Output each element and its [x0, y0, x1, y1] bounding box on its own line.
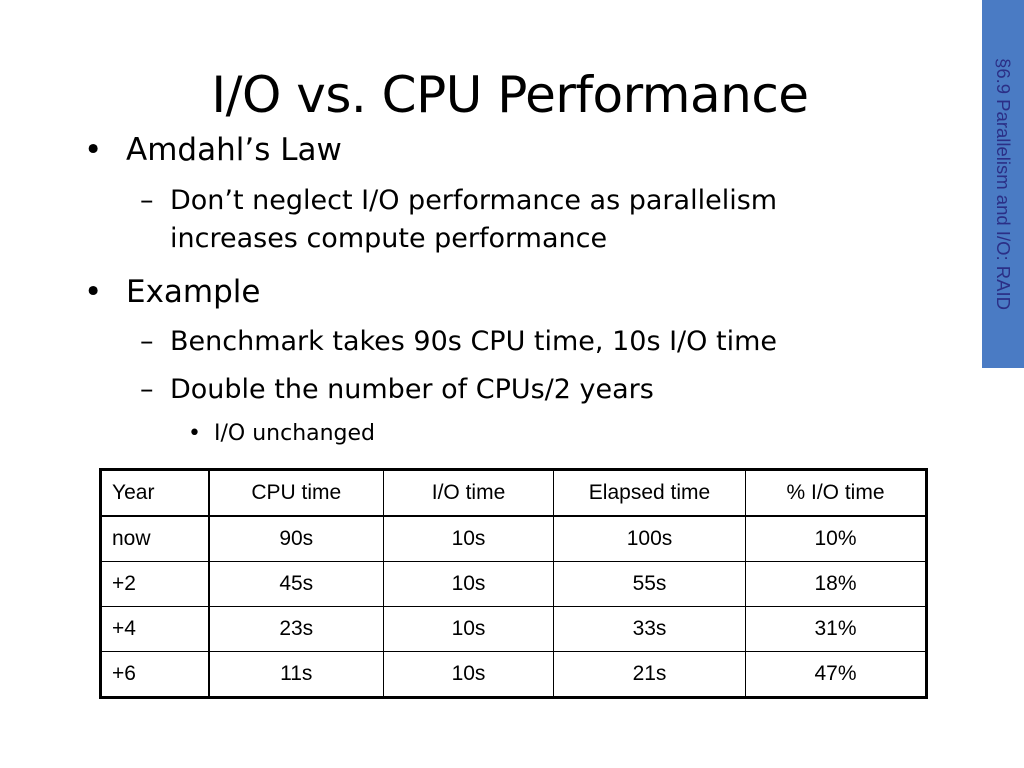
sub-bullet-io-line2: increases compute performance [170, 223, 608, 254]
dash-marker: – [140, 326, 154, 357]
cell-io-time: 10s [383, 651, 554, 698]
section-tab: §6.9 Parallelism and I/O: RAID [982, 0, 1024, 368]
table-row: now 90s 10s 100s 10% [100, 515, 927, 562]
cell-elapsed-time: 33s [553, 606, 746, 652]
section-tab-label: §6.9 Parallelism and I/O: RAID [993, 58, 1014, 310]
cell-cpu-time: 23s [208, 606, 384, 652]
table-row: +4 23s 10s 33s 31% [100, 606, 927, 652]
cell-year: +6 [100, 651, 210, 698]
bullet-marker: • [84, 132, 103, 168]
cell-percent-io-time: 47% [745, 651, 927, 698]
header-io-time: I/O time [383, 469, 554, 517]
sub-bullet-benchmark: Benchmark takes 90s CPU time, 10s I/O ti… [170, 326, 777, 357]
cell-io-time: 10s [383, 606, 554, 652]
bullet-amdahls-law: Amdahl’s Law [126, 132, 342, 168]
cell-cpu-time: 11s [208, 651, 384, 698]
bullet-marker: • [84, 274, 103, 310]
cell-io-time: 10s [383, 561, 554, 607]
bullet-marker: • [188, 421, 201, 446]
table-header-row: Year CPU time I/O time Elapsed time % I/… [100, 469, 927, 517]
slide-title: I/O vs. CPU Performance [211, 66, 809, 124]
table-row: +2 45s 10s 55s 18% [100, 561, 927, 607]
cell-cpu-time: 45s [208, 561, 384, 607]
bullet-example: Example [126, 274, 261, 310]
sub-bullet-double-cpus: Double the number of CPUs/2 years [170, 374, 654, 405]
cell-percent-io-time: 18% [745, 561, 927, 607]
table-row: +6 11s 10s 21s 47% [100, 651, 927, 698]
cell-elapsed-time: 55s [553, 561, 746, 607]
cell-io-time: 10s [383, 515, 554, 562]
sub-bullet-io-line1: Don’t neglect I/O performance as paralle… [170, 185, 778, 216]
cell-cpu-time: 90s [208, 515, 384, 562]
cell-percent-io-time: 10% [745, 515, 927, 562]
performance-table: Year CPU time I/O time Elapsed time % I/… [99, 468, 928, 699]
cell-percent-io-time: 31% [745, 606, 927, 652]
header-year: Year [100, 469, 210, 517]
cell-elapsed-time: 100s [553, 515, 746, 562]
header-cpu-time: CPU time [208, 469, 384, 517]
header-percent-io-time: % I/O time [745, 469, 927, 517]
dash-marker: – [140, 374, 154, 405]
dash-marker: – [140, 185, 154, 216]
header-elapsed-time: Elapsed time [553, 469, 746, 517]
cell-elapsed-time: 21s [553, 651, 746, 698]
cell-year: +4 [100, 606, 210, 652]
sub-sub-bullet-io-unchanged: I/O unchanged [214, 421, 376, 446]
cell-year: now [100, 515, 210, 562]
cell-year: +2 [100, 561, 210, 607]
